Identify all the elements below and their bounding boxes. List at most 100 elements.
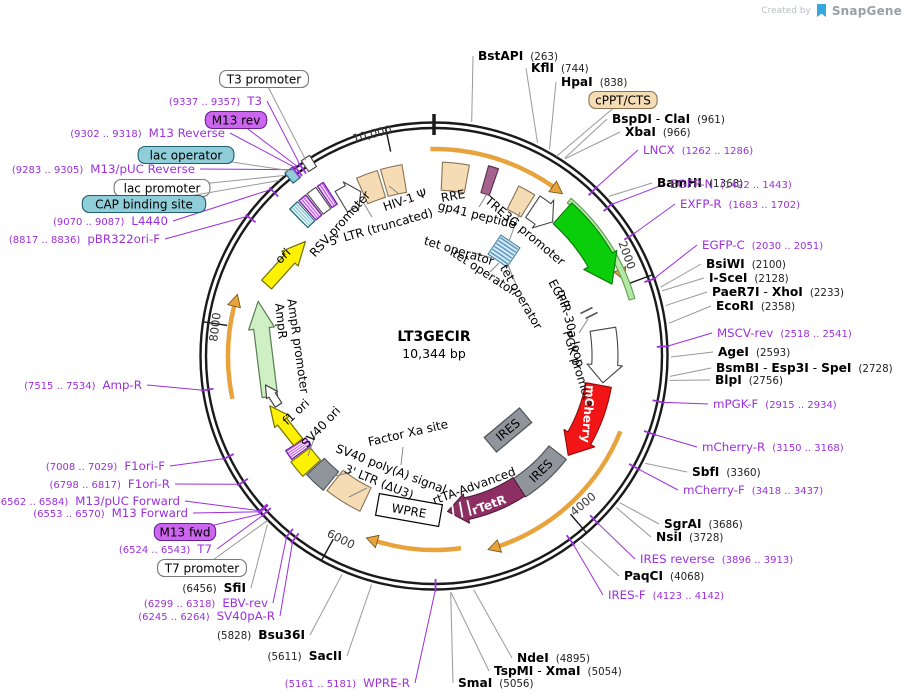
sv40-polya-box [306,457,340,491]
feature-label-f1-ori: f1 ori [280,396,312,428]
primer-label-m13-puc-forward: (6562 .. 6584) M13/pUC Forward [0,494,180,508]
primer-label-lncx: LNCX (1262 .. 1286) [643,143,753,157]
pgk-promoter-arrow [586,326,623,384]
enzyme-label-agei: AgeI (2593) [718,345,790,359]
primer-site-marks-stripe [302,198,319,218]
leader-line [548,81,557,150]
enzyme-label-ecori: EcoRI (2358) [716,299,795,313]
boxed-label-lac-operator: lac operator [150,149,223,163]
boxed-label-box [137,145,235,165]
transcript-arc [376,539,462,553]
leader-line [346,584,373,657]
boxed-label-box [204,110,268,130]
tre3g-promoter-box [506,185,536,218]
leader-line [670,351,714,358]
boxed-label-cap-binding-site: CAP binding site [95,198,193,212]
leader-line [169,458,225,467]
position-tick [629,273,654,284]
leader-line [619,502,660,525]
enzyme-label-sgrai: SgrAI (3686) [664,517,743,531]
snapgene-logo-icon [816,4,826,17]
leader-line [608,182,653,197]
leader-line [596,522,636,560]
plasmid-name: LT3GECIR [397,329,470,345]
transcript-arrowhead [487,539,503,553]
transcript-arc [498,430,623,549]
feature-label-wpre: WPRE [391,501,428,521]
hiv1-psi-box [379,164,408,197]
primer-label-mcherry-r: mCherry-R (3150 .. 3168) [702,440,844,454]
enzyme-label-bstapi: BstAPI (263) [478,49,558,63]
cap-binding-site-feature-stripe [293,206,311,225]
ori-arrow [261,240,307,290]
boxed-label-t7-promoter: T7 promoter [164,562,240,576]
feature-label-factor-xa-site: Factor Xa site [367,417,450,449]
connector-line [489,262,500,273]
enzyme-label-hpai: HpaI (838) [561,75,627,89]
primer-label-sv40pa-r: (6245 .. 6264) SV40pA-R [138,609,275,623]
egfp-arrow [552,202,618,285]
leader-line [564,118,608,159]
primer-label-ires-reverse: IRES reverse (3896 .. 3913) [640,552,793,566]
leader-line [637,468,679,491]
primer-label-ebv-rev: (6299 .. 6318) EBV-rev [144,596,268,610]
enzyme-label-tspmi-xmai: TspMI - XmaI (5054) [494,664,622,678]
leader-line [184,500,260,512]
enzyme-label-xbai: XbaI (966) [625,125,691,139]
leader-line [653,433,698,448]
connector-line [388,185,400,195]
primer-label-f1ori-f: (7008 .. 7029) F1ori-F [46,459,165,473]
gp41-peptide-box [480,165,500,196]
enzyme-label-bsiwi: BsiWI (2100) [706,257,786,271]
transcript-arc [225,305,237,400]
position-tick [202,321,228,327]
lac-promoter-feature [306,186,332,215]
transcript-arrowhead [365,534,380,549]
leader-line [471,55,474,123]
position-tick [320,538,334,561]
3ltr-du3-box [326,469,372,512]
connector-line [362,201,373,218]
leader-line [309,574,343,636]
primer-label-exfp-r: EXFP-R (1683 .. 1702) [680,197,800,211]
ampr-promoter-arrow [264,384,283,408]
leader-line [670,367,712,377]
primer-site-marks-stripe [321,184,336,205]
leader-line [662,401,709,405]
rre-box [440,161,470,194]
leader-line [279,541,294,617]
enzyme-label-bamhi: BamHI (1368) [657,176,743,190]
enzyme-label-paer7i-xhoi: PaeR7I - XhoI (2233) [712,285,844,299]
primer-label-mpgk-f: mPGK-F (2915 .. 2934) [713,397,837,411]
feature-label-rre: RRE [440,187,466,205]
primer-label-t3: (9337 .. 9357) T3 [169,94,262,108]
connector-line [478,193,488,208]
primer-label-m13-forward: (6553 .. 6570) M13 Forward [33,506,188,520]
cap-binding-site-feature-stripe [291,208,309,227]
primer-label-mcherry-f: mCherry-F (3418 .. 3437) [683,483,823,497]
leader-line [595,149,639,189]
leader-line [653,244,698,280]
leader-line [555,99,624,157]
rtetr-head-stripe [458,501,464,518]
leader-line [146,384,204,391]
primer-label-amp-r: (7515 .. 7534) Amp-R [24,378,142,392]
position-tick-label: 6000 [325,526,357,552]
boxed-label-box [153,522,217,542]
position-tick-label: 4000 [567,489,598,519]
watermark-prefix: Created by [761,6,811,16]
enzyme-label-kfli: KflI (744) [531,61,589,75]
primer-label-mscv-rev: MSCV-rev (2518 .. 2541) [717,326,852,340]
leader-line [164,215,248,240]
primer-site-marks-stripe [300,199,317,219]
watermark-brand: SnapGene [831,4,902,18]
enzyme-label-bsmbi-esp3i-spei: BsmBI - Esp3I - SpeI (2728) [716,361,893,375]
enzyme-label-sfii: (6456) SfiI [182,581,246,595]
rtetr-head-stripe [451,502,455,519]
connector-line [400,446,404,466]
leader-line [473,589,513,659]
ires-box [483,407,533,453]
connector-line [578,318,589,334]
feature-label-ampr: AmpR [272,302,290,339]
